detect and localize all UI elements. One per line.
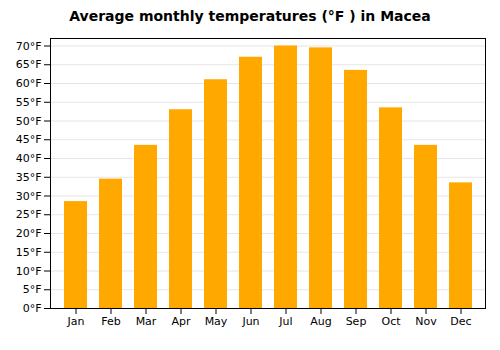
svg-text:40°F: 40°F	[16, 152, 42, 165]
svg-text:Dec: Dec	[450, 315, 471, 328]
svg-text:Aug: Aug	[310, 315, 331, 328]
svg-text:60°F: 60°F	[16, 77, 42, 90]
svg-text:15°F: 15°F	[16, 246, 42, 259]
svg-text:Apr: Apr	[171, 315, 191, 328]
svg-text:Sep: Sep	[346, 315, 367, 328]
svg-text:Mar: Mar	[136, 315, 157, 328]
svg-text:70°F: 70°F	[16, 40, 42, 53]
svg-text:0°F: 0°F	[23, 302, 42, 315]
svg-text:45°F: 45°F	[16, 133, 42, 146]
svg-text:Nov: Nov	[415, 315, 437, 328]
html-text:Average monthly temperatures (: Average monthly temperatures (°F ) in Ma…	[69, 8, 431, 24]
svg-text:5°F: 5°F	[23, 283, 42, 296]
svg-text:Jul: Jul	[278, 315, 292, 328]
svg-text:May: May	[205, 315, 228, 328]
svg-text:Jun: Jun	[241, 315, 259, 328]
svg-text:55°F: 55°F	[16, 96, 42, 109]
svg-text:Oct: Oct	[381, 315, 401, 328]
svg-text:35°F: 35°F	[16, 171, 42, 184]
svg-text:25°F: 25°F	[16, 208, 42, 221]
svg-text:20°F: 20°F	[16, 227, 42, 240]
svg-text:10°F: 10°F	[16, 265, 42, 278]
svg-text:30°F: 30°F	[16, 190, 42, 203]
svg-text:65°F: 65°F	[16, 58, 42, 71]
svg-text:Jan: Jan	[67, 315, 85, 328]
svg-text:Feb: Feb	[101, 315, 120, 328]
svg-text:50°F: 50°F	[16, 115, 42, 128]
